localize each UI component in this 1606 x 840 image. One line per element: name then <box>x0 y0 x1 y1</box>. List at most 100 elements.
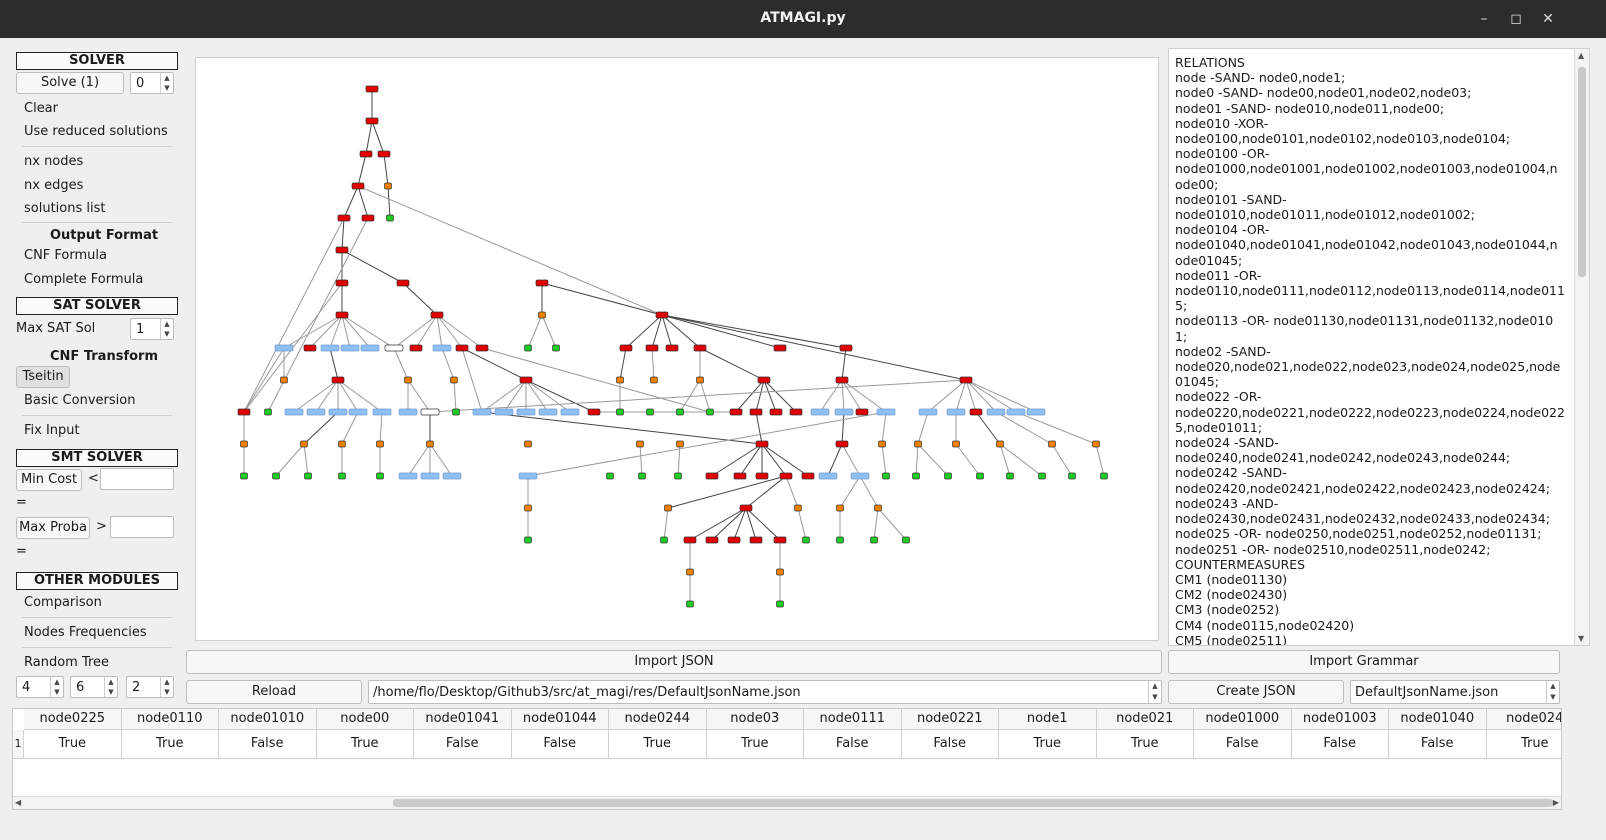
graph-node[interactable] <box>802 536 810 544</box>
graph-node[interactable] <box>835 376 849 384</box>
graph-node[interactable] <box>918 408 938 416</box>
graph-node[interactable] <box>836 536 844 544</box>
table-cell[interactable]: True <box>1486 730 1561 759</box>
graph-node[interactable] <box>946 408 966 416</box>
graph-node[interactable] <box>794 504 802 512</box>
graph-node[interactable] <box>646 408 654 416</box>
row-header[interactable]: 1 <box>13 730 24 759</box>
graph-node[interactable] <box>705 472 719 480</box>
graph-node[interactable] <box>755 472 769 480</box>
spin-arrows-icon[interactable]: ▲ ▼ <box>50 677 63 697</box>
table-cell[interactable]: False <box>901 730 999 759</box>
graph-node[interactable] <box>359 150 373 158</box>
table-hscrollbar[interactable]: ◀ ▶ <box>13 796 1561 809</box>
graph-node[interactable] <box>664 504 672 512</box>
graph-node[interactable] <box>455 344 469 352</box>
table-cell[interactable]: True <box>121 730 219 759</box>
graph-node[interactable] <box>705 536 719 544</box>
graph-node[interactable] <box>686 568 694 576</box>
graph-node[interactable] <box>240 440 248 448</box>
graph-node[interactable] <box>776 568 784 576</box>
nx-edges-button[interactable]: nx edges <box>24 178 84 193</box>
table-cell[interactable]: False <box>511 730 609 759</box>
graph-node[interactable] <box>755 440 769 448</box>
random-tree-spin-3[interactable]: 2 ▲ ▼ <box>126 676 174 698</box>
graph-node[interactable] <box>304 472 312 480</box>
graph-node[interactable] <box>398 408 418 416</box>
graph-node[interactable] <box>348 408 368 416</box>
graph-node[interactable] <box>372 408 392 416</box>
scroll-up-icon[interactable]: ▲ <box>1578 51 1585 60</box>
spin-arrows-icon[interactable]: ▲ ▼ <box>160 319 173 339</box>
graph-node[interactable] <box>619 344 633 352</box>
graph-node[interactable] <box>733 472 747 480</box>
table-column-header[interactable]: node021 <box>1096 709 1194 730</box>
graph-node[interactable] <box>518 472 538 480</box>
graph-node[interactable] <box>959 376 973 384</box>
table-column-header[interactable]: node00 <box>316 709 414 730</box>
graph-node[interactable] <box>914 440 922 448</box>
graph-node[interactable] <box>264 408 272 416</box>
graph-node[interactable] <box>874 504 882 512</box>
graph-node[interactable] <box>426 440 434 448</box>
graph-node[interactable] <box>284 408 304 416</box>
graph-node[interactable] <box>810 408 830 416</box>
graph-node[interactable] <box>1006 472 1014 480</box>
graph-node[interactable] <box>1038 472 1046 480</box>
comparison-button[interactable]: Comparison <box>24 595 102 610</box>
relations-textbox[interactable]: RELATIONS node -SAND- node0,node1; node0… <box>1168 48 1590 646</box>
max-proba-input[interactable] <box>110 516 174 538</box>
graph-node[interactable] <box>729 408 743 416</box>
graph-node[interactable] <box>616 408 624 416</box>
solve-spinbox[interactable]: 0 ▲ ▼ <box>130 72 174 94</box>
random-tree-button[interactable]: Random Tree <box>24 655 110 670</box>
graph-node[interactable] <box>876 408 896 416</box>
table-column-header[interactable]: node01010 <box>219 709 317 730</box>
clear-button[interactable]: Clear <box>24 101 58 116</box>
graph-node[interactable] <box>870 536 878 544</box>
graph-node[interactable] <box>976 472 984 480</box>
graph-node[interactable] <box>839 344 853 352</box>
graph-node[interactable] <box>272 472 280 480</box>
reload-button[interactable]: Reload <box>186 680 362 704</box>
graph-node[interactable] <box>1048 440 1056 448</box>
table-column-header[interactable]: node01040 <box>1389 709 1487 730</box>
scroll-right-icon[interactable]: ▶ <box>1552 798 1559 807</box>
graph-node[interactable] <box>442 472 462 480</box>
graph-node[interactable] <box>280 376 288 384</box>
graph-node[interactable] <box>686 600 694 608</box>
table-cell[interactable]: True <box>999 730 1097 759</box>
table-column-header[interactable]: node0111 <box>804 709 902 730</box>
json-name-input[interactable]: DefaultJsonName.json ▲ ▼ <box>1350 680 1560 704</box>
table-column-header[interactable]: node0221 <box>901 709 999 730</box>
graph-node[interactable] <box>494 408 514 416</box>
graph-node[interactable] <box>524 440 532 448</box>
table-column-header[interactable]: node01000 <box>1194 709 1292 730</box>
graph-node[interactable] <box>769 408 783 416</box>
table-column-header[interactable]: node03 <box>706 709 804 730</box>
graph-node[interactable] <box>645 344 659 352</box>
graph-node[interactable] <box>969 408 983 416</box>
graph-node[interactable] <box>706 408 714 416</box>
graph-node[interactable] <box>432 344 452 352</box>
table-cell[interactable]: True <box>24 730 122 759</box>
random-tree-spin-2[interactable]: 6 ▲ ▼ <box>70 676 118 698</box>
graph-node[interactable] <box>773 536 787 544</box>
table-column-header[interactable]: node1 <box>999 709 1097 730</box>
graph-node[interactable] <box>660 536 668 544</box>
graph-node[interactable] <box>749 536 763 544</box>
graph-node[interactable] <box>776 600 784 608</box>
graph-node[interactable] <box>560 408 580 416</box>
graph-node[interactable] <box>335 246 349 254</box>
graph-node[interactable] <box>335 311 349 319</box>
graph-node[interactable] <box>274 344 294 352</box>
minimize-icon[interactable]: – <box>1480 11 1488 27</box>
table-cell[interactable]: False <box>1194 730 1292 759</box>
spin-arrows-icon[interactable]: ▲ ▼ <box>104 677 117 697</box>
graph-node[interactable] <box>376 440 384 448</box>
close-icon[interactable]: ✕ <box>1542 11 1554 27</box>
graph-node[interactable] <box>384 344 404 352</box>
graph-node[interactable] <box>818 472 838 480</box>
graph-node[interactable] <box>300 440 308 448</box>
solutions-table[interactable]: node0225 True node0110 True node01010 False no… <box>12 708 1562 810</box>
